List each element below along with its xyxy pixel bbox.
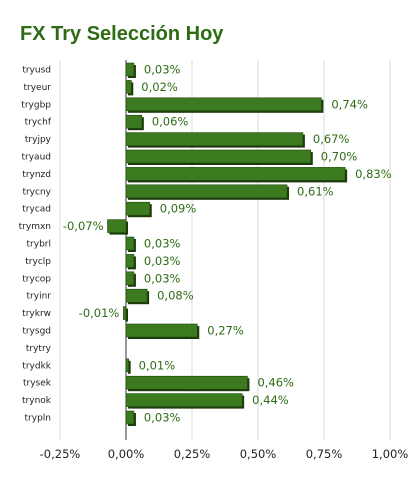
value-label: -0,01% [79, 306, 120, 320]
x-tick-label: 0,75% [306, 447, 343, 461]
bar-tryusd [125, 62, 136, 78]
bar-tryjpy [125, 132, 305, 148]
bar-tryeur [125, 80, 134, 96]
category-label: trybrl [27, 240, 51, 250]
bar-trycad [125, 201, 152, 218]
bar-tryclp [125, 254, 136, 270]
value-label: 0,44% [252, 393, 289, 407]
value-label: 0,06% [152, 115, 189, 129]
x-tick-label: 0,50% [240, 447, 277, 461]
bar-trydkk [125, 358, 131, 374]
category-label: tryaud [22, 153, 52, 163]
bar-trychf [125, 114, 144, 131]
value-label: 0,08% [157, 289, 194, 303]
bar-trynzd [125, 167, 348, 183]
category-label: trycad [22, 205, 51, 215]
category-label: tryjpy [25, 135, 52, 145]
value-label: 0,09% [160, 202, 197, 216]
bar-trymxn [107, 219, 128, 235]
x-tick-label: 0,00% [108, 447, 145, 461]
category-label: trycny [22, 187, 51, 197]
value-label: 0,03% [144, 237, 181, 251]
value-label: 0,70% [321, 150, 358, 164]
value-label: 0,27% [207, 324, 244, 338]
chart-title: FX Try Selección Hoy [20, 23, 224, 45]
bar-trykrw [123, 306, 128, 322]
value-label: 0,46% [257, 376, 294, 390]
value-label: 0,03% [144, 254, 181, 268]
category-label: tryeur [24, 83, 52, 93]
category-label: trychf [25, 118, 52, 128]
x-tick-label: 1,00% [372, 447, 408, 461]
value-label: 0,67% [313, 132, 350, 146]
value-label: 0,61% [297, 184, 334, 198]
category-label: trynok [22, 396, 52, 406]
bars [107, 62, 348, 426]
category-label: trykrw [22, 309, 51, 319]
category-label: trygbp [21, 100, 51, 110]
bar-trycny [125, 184, 290, 200]
value-label: -0,07% [63, 219, 104, 233]
category-label: tryclp [25, 257, 51, 267]
category-label: trytry [26, 344, 52, 354]
bar-tryaud [125, 149, 313, 165]
bar-trypln [125, 410, 136, 426]
category-label: trymxn [19, 222, 51, 232]
value-label: 0,74% [331, 97, 368, 111]
bar-trysgd [125, 323, 200, 339]
bar-trysek [125, 375, 250, 392]
category-label: trysek [23, 379, 52, 389]
value-label: 0,03% [144, 63, 181, 77]
category-label: trypln [25, 414, 51, 424]
bar-tryinr [125, 288, 150, 305]
category-label: trycop [22, 274, 51, 284]
bar-trynok [125, 393, 245, 409]
bar-trybrl [125, 236, 136, 252]
category-label: tryinr [27, 292, 52, 302]
category-label: trydkk [22, 361, 51, 371]
value-label: 0,83% [355, 167, 392, 181]
x-axis-ticks: -0,25% 0,00% 0,25% 0,50% 0,75% 1,00% [40, 447, 408, 461]
value-label: 0,01% [139, 358, 176, 372]
category-label: trysgd [22, 327, 51, 337]
category-label: tryusd [22, 66, 51, 76]
value-label: 0,03% [144, 271, 181, 285]
x-tick-label: 0,25% [174, 447, 211, 461]
value-label: 0,02% [141, 80, 178, 94]
category-label: trynzd [22, 170, 51, 180]
value-labels: 0,03% 0,02% 0,74% 0,06% 0,67% 0,70% 0,83% 0,61%… [63, 63, 392, 425]
bar-trygbp [125, 97, 324, 113]
bar-trycop [125, 271, 136, 287]
value-label: 0,03% [144, 411, 181, 425]
category-labels: tryusd tryeur trygbp trychf tryjpy tryaud tryn… [19, 66, 52, 424]
x-tick-label: -0,25% [40, 447, 81, 461]
